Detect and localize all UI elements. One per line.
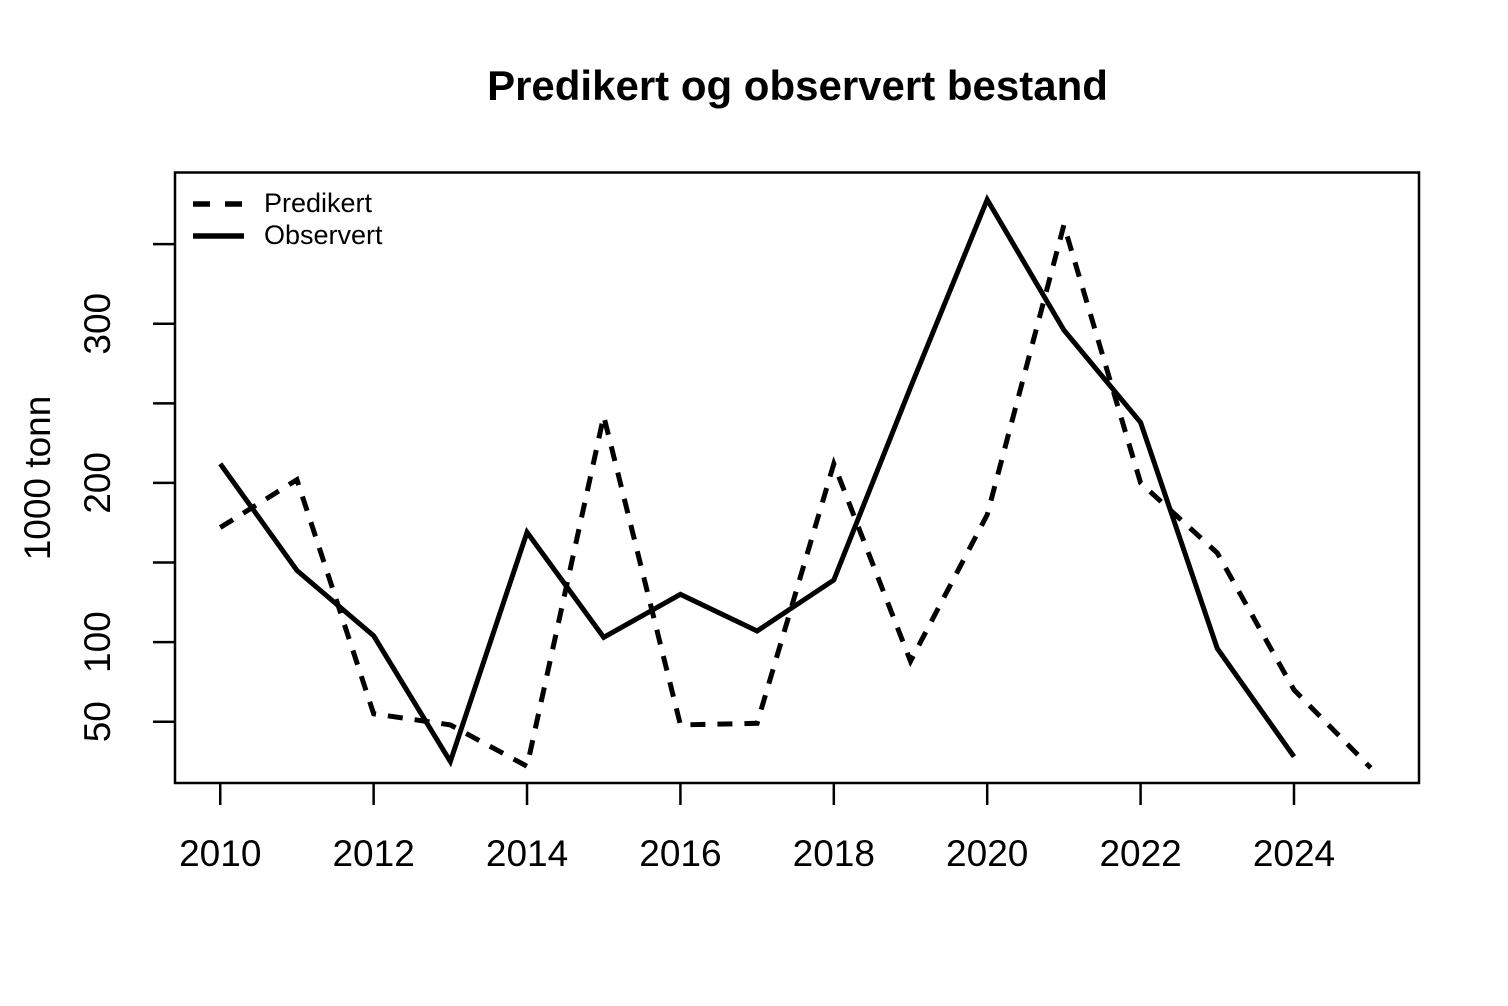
- y-tick-label: 100: [77, 611, 118, 673]
- series-line-observert: [218, 193, 1297, 768]
- y-tick-label: 300: [77, 293, 118, 355]
- series-line-predikert: [218, 215, 1373, 771]
- chart-title: Predikert og observert bestand: [487, 62, 1108, 109]
- y-tick-label: 200: [77, 452, 118, 514]
- x-tick-label: 2020: [946, 833, 1028, 874]
- legend-entry-observert: Observert: [193, 220, 383, 250]
- legend-label-predikert: Predikert: [264, 188, 373, 218]
- legend-label-observert: Observert: [264, 220, 383, 250]
- plot-border: [173, 171, 1421, 785]
- x-tick-label: 2014: [486, 833, 568, 874]
- x-tick-label: 2016: [639, 833, 721, 874]
- dashed-line-sample: [193, 200, 244, 207]
- x-tick-label: 2024: [1253, 833, 1335, 874]
- solid-line-sample: [193, 232, 244, 239]
- legend-entry-predikert: Predikert: [193, 188, 383, 218]
- x-tick-label: 2018: [793, 833, 875, 874]
- x-tick-label: 2012: [332, 833, 414, 874]
- x-tick-label: 2010: [179, 833, 261, 874]
- y-tick-label: 50: [77, 701, 118, 742]
- x-tick-label: 2022: [1099, 833, 1181, 874]
- legend: Predikert Observert: [193, 188, 383, 250]
